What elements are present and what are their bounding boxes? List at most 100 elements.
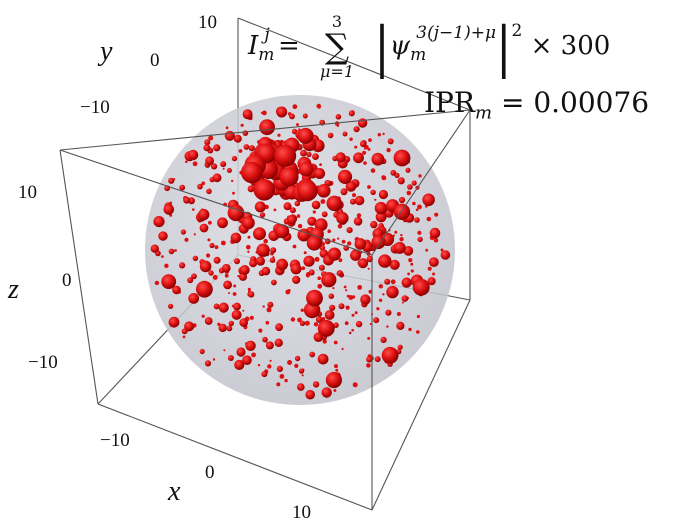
bubble-point — [321, 211, 328, 218]
bubble-point — [208, 220, 212, 225]
bubble-point — [410, 262, 414, 266]
bubble-point — [243, 144, 250, 150]
bubble-point — [338, 258, 343, 263]
bubble-point — [297, 127, 314, 144]
bubble-point — [411, 180, 417, 186]
bubble-point — [253, 179, 276, 201]
bubble-point — [332, 238, 336, 242]
x-axis-label: x — [167, 476, 181, 507]
bubble-point — [231, 309, 242, 320]
bubble-point — [209, 242, 215, 249]
bubble-point — [279, 167, 299, 187]
bubble-point — [266, 307, 272, 313]
bubble-point — [275, 323, 283, 332]
bubble-point — [218, 323, 227, 333]
bubble-point — [374, 356, 381, 363]
bubble-point — [198, 208, 210, 221]
z-axis-label: z — [7, 274, 19, 305]
bubble-point — [384, 278, 391, 285]
bubble-point — [174, 249, 177, 252]
bubble-point — [346, 227, 353, 234]
bubble-point — [399, 237, 404, 242]
bubble-point — [299, 320, 306, 326]
bubble-point — [301, 374, 304, 377]
bubble-point — [184, 237, 189, 242]
bubble-point — [407, 272, 410, 276]
bubble-point — [308, 269, 315, 276]
bubble-point — [217, 217, 228, 229]
bubble-point — [208, 270, 214, 276]
bubble-point — [313, 322, 319, 327]
bubble-point — [221, 240, 226, 246]
bubble-point — [393, 203, 411, 220]
bubble-point — [429, 227, 441, 239]
bubble-point — [187, 149, 199, 161]
bubble-point — [203, 144, 211, 152]
bubble-point — [231, 155, 238, 162]
bubble-point — [297, 383, 305, 391]
bubble-point — [433, 237, 439, 243]
bubble-point — [227, 355, 234, 361]
formula-sum: 3 ∑ μ=1 — [310, 14, 364, 80]
bubble-point — [297, 228, 311, 242]
formula-times: × 300 — [530, 31, 611, 61]
bubble-point — [206, 188, 212, 195]
bubble-point — [394, 230, 398, 234]
bubble-point — [345, 181, 357, 192]
bubble-point — [231, 179, 234, 183]
bubble-point — [273, 208, 277, 212]
abs-bar-right: | — [496, 14, 512, 80]
bubble-point — [427, 277, 436, 286]
bubble-point — [316, 103, 322, 109]
bubble-point — [296, 123, 299, 127]
bubble-point — [440, 250, 451, 260]
bubble-point — [228, 292, 230, 294]
bubble-point — [348, 331, 352, 335]
bubble-point — [319, 245, 326, 251]
bubble-point — [224, 273, 229, 278]
bubble-point — [153, 216, 165, 228]
bubble-point — [378, 284, 383, 289]
bubble-point — [188, 293, 200, 304]
bubble-point — [363, 161, 367, 165]
bubble-point — [164, 263, 169, 268]
bubble-point — [168, 177, 175, 184]
bubble-point — [249, 259, 258, 268]
bubble-point — [315, 316, 323, 323]
bubble-point — [389, 259, 400, 270]
bubble-point — [338, 303, 345, 310]
bubble-point — [307, 216, 317, 226]
bubble-point — [192, 255, 199, 261]
bubble-point — [168, 248, 175, 255]
bubble-point — [397, 177, 405, 185]
bubble-point — [227, 204, 245, 222]
bubble-point — [247, 250, 250, 253]
bubble-point — [239, 265, 250, 275]
bubble-point — [381, 175, 387, 181]
bubble-point — [387, 138, 394, 145]
bubble-point — [184, 321, 195, 332]
bubble-point — [337, 223, 343, 229]
bubble-point — [321, 272, 337, 288]
bubble-point — [226, 325, 233, 332]
bubble-point — [380, 336, 387, 343]
bubble-point — [400, 233, 403, 237]
bubble-point — [354, 145, 358, 149]
bubble-point — [360, 294, 371, 305]
bubble-point — [341, 347, 344, 351]
bubble-point — [393, 149, 411, 167]
bubble-point — [333, 389, 337, 392]
bubble-point — [193, 233, 196, 236]
bubble-point — [351, 313, 355, 317]
bubble-point — [396, 312, 401, 316]
bubble-point — [354, 311, 358, 315]
bubble-point — [317, 184, 331, 198]
bubble-point — [204, 139, 211, 146]
bubble-point — [242, 355, 252, 366]
bubble-point — [240, 123, 244, 127]
bubble-point — [353, 126, 360, 133]
bubble-point — [351, 328, 355, 332]
bubble-point — [287, 360, 293, 365]
x-tick-right: 10 — [292, 502, 311, 523]
bubble-point — [158, 231, 168, 241]
